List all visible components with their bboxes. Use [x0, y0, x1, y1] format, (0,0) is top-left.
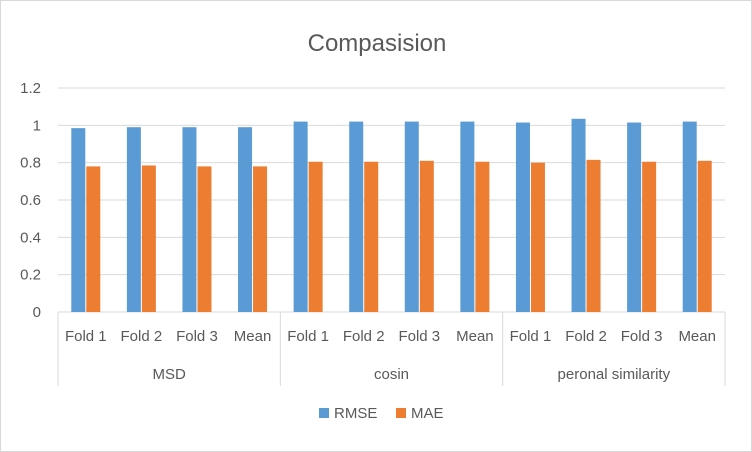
bar-mae-5 [308, 161, 323, 312]
bar-rmse-5 [293, 121, 308, 312]
bar-rmse-8 [460, 121, 475, 312]
y-tick-label: 1.2 [20, 80, 41, 97]
bar-rmse-7 [404, 121, 419, 312]
x-group-label: cosin [374, 366, 409, 383]
y-tick-label: 0.8 [20, 155, 41, 172]
x-tick-label: Fold 1 [510, 328, 552, 345]
y-axis-ticks: 0 0.2 0.4 0.6 0.8 1 1.2 [20, 80, 41, 321]
bar-rmse-11 [627, 122, 642, 313]
y-tick-label: 1 [33, 117, 41, 134]
chart-title: Compasision [308, 30, 447, 57]
x-tick-label: Fold 2 [121, 328, 163, 345]
legend-swatch-mae [396, 408, 406, 418]
bar-mae-11 [642, 161, 657, 312]
x-axis: Fold 1 Fold 2 Fold 3 Mean Fold 1 Fold 2 Fold 3… [57, 312, 726, 386]
bar-rmse-10 [571, 118, 586, 312]
bar-mae-1 [86, 166, 101, 312]
x-tick-label: Fold 3 [621, 328, 663, 345]
y-tick-label: 0.2 [20, 267, 41, 284]
x-tick-label: Mean [234, 328, 272, 345]
y-tick-label: 0.4 [20, 229, 41, 246]
x-tick-label: Fold 1 [287, 328, 329, 345]
x-group-label: MSD [152, 366, 186, 383]
bar-mae-6 [364, 161, 379, 312]
bar-mae-7 [419, 160, 434, 312]
bar-mae-4 [253, 166, 268, 312]
bar-rmse-3 [182, 127, 197, 312]
bar-rmse-12 [682, 121, 697, 312]
x-tick-label: Fold 1 [65, 328, 107, 345]
y-tick-label: 0.6 [20, 192, 41, 209]
bar-rmse-6 [349, 121, 364, 312]
x-tick-label: Mean [456, 328, 494, 345]
x-tick-label: Mean [678, 328, 716, 345]
bar-mae-10 [586, 159, 601, 312]
x-tick-label: Fold 3 [176, 328, 218, 345]
legend-swatch-rmse [319, 408, 329, 418]
x-tick-label: Fold 2 [565, 328, 607, 345]
x-tick-label: Fold 3 [398, 328, 440, 345]
bar-mae-8 [475, 161, 490, 312]
x-group-label: peronal similarity [558, 366, 671, 383]
bar-mae-3 [197, 166, 212, 312]
x-tick-label: Fold 2 [343, 328, 385, 345]
bar-mae-2 [141, 165, 156, 312]
bar-mae-9 [530, 162, 545, 312]
legend: RMSE MAE [319, 405, 444, 422]
bar-rmse-9 [515, 122, 530, 313]
y-tick-label: 0 [33, 304, 41, 321]
bar-rmse-1 [71, 128, 86, 312]
bars [71, 118, 712, 313]
gridlines [58, 87, 725, 313]
legend-label-rmse: RMSE [334, 405, 377, 422]
bar-rmse-4 [238, 127, 253, 312]
bar-mae-12 [697, 160, 712, 312]
bar-rmse-2 [126, 127, 141, 312]
legend-label-mae: MAE [411, 405, 444, 422]
